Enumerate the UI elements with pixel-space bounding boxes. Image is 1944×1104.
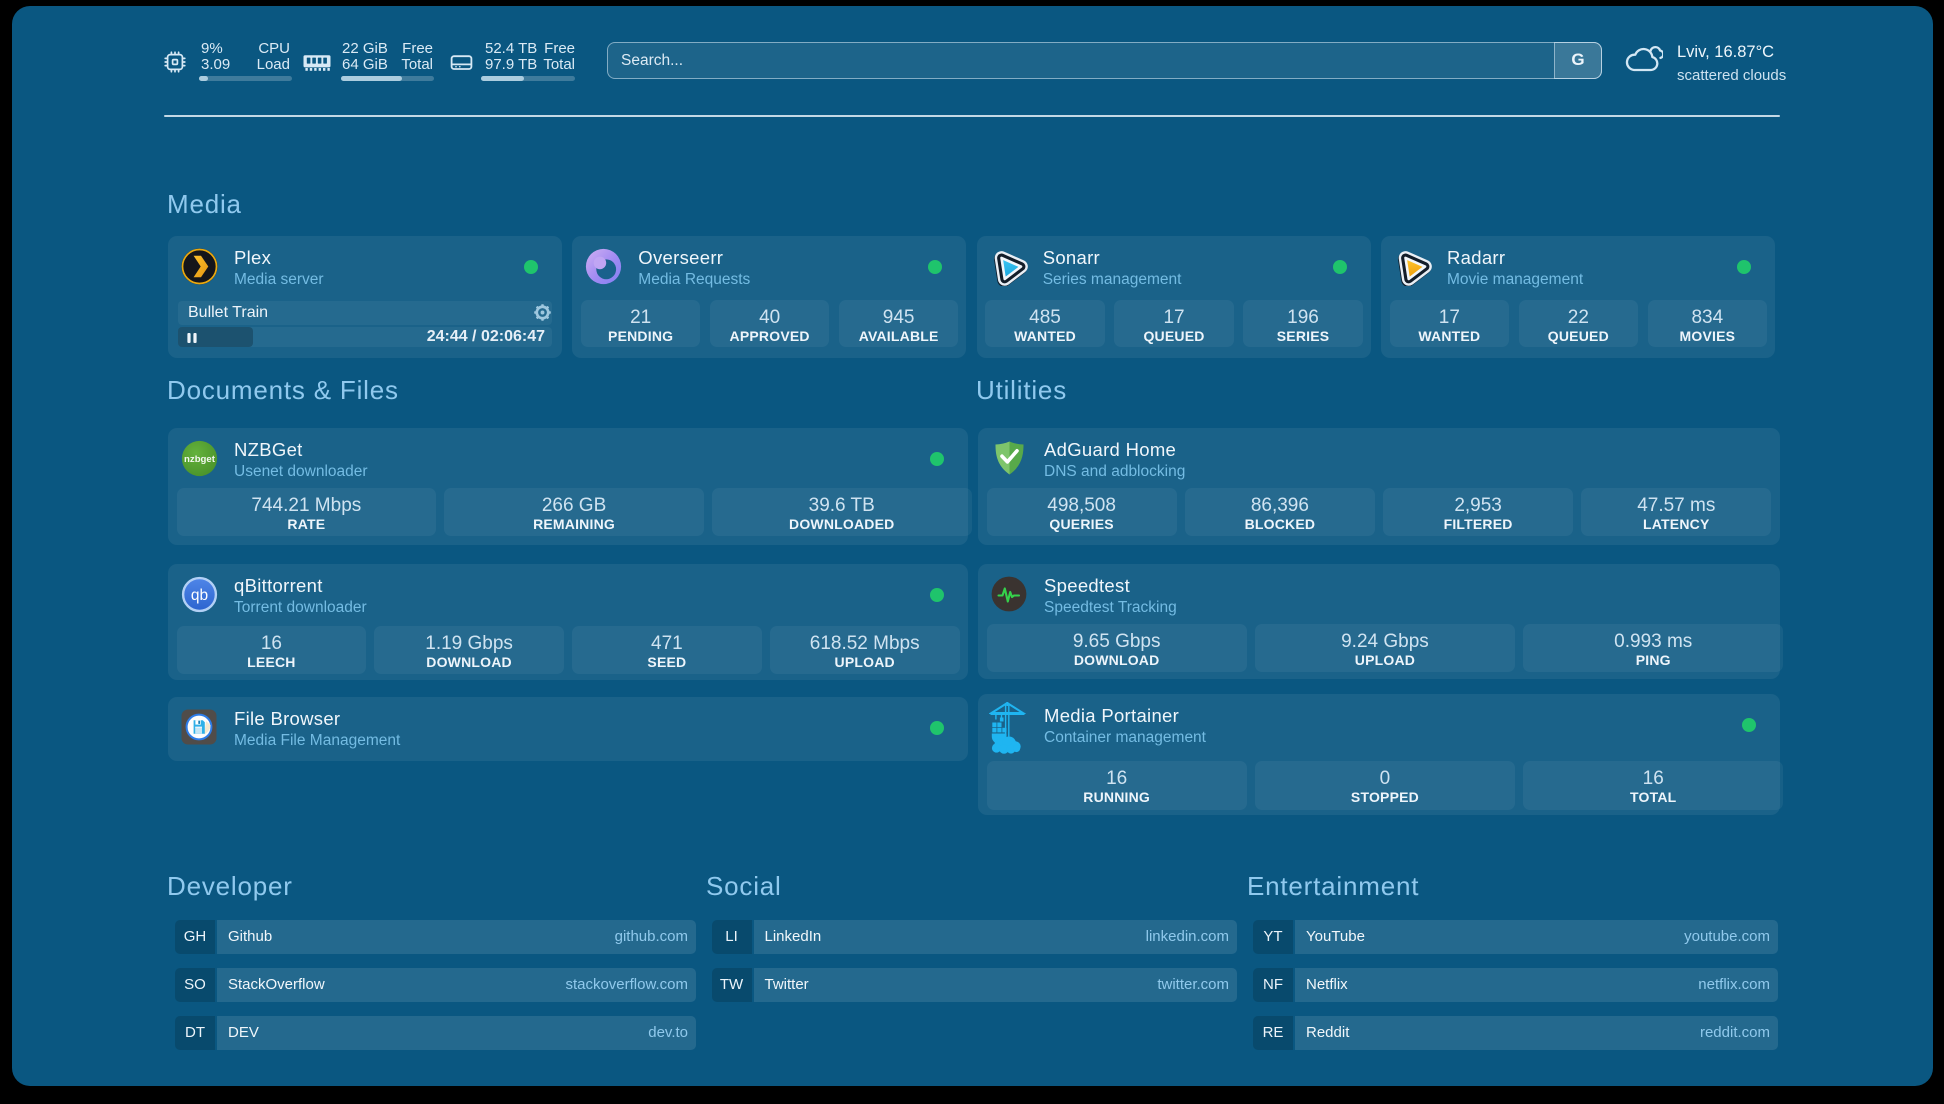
svg-text:qb: qb [191, 587, 208, 604]
svg-text:nzbget: nzbget [184, 454, 216, 465]
